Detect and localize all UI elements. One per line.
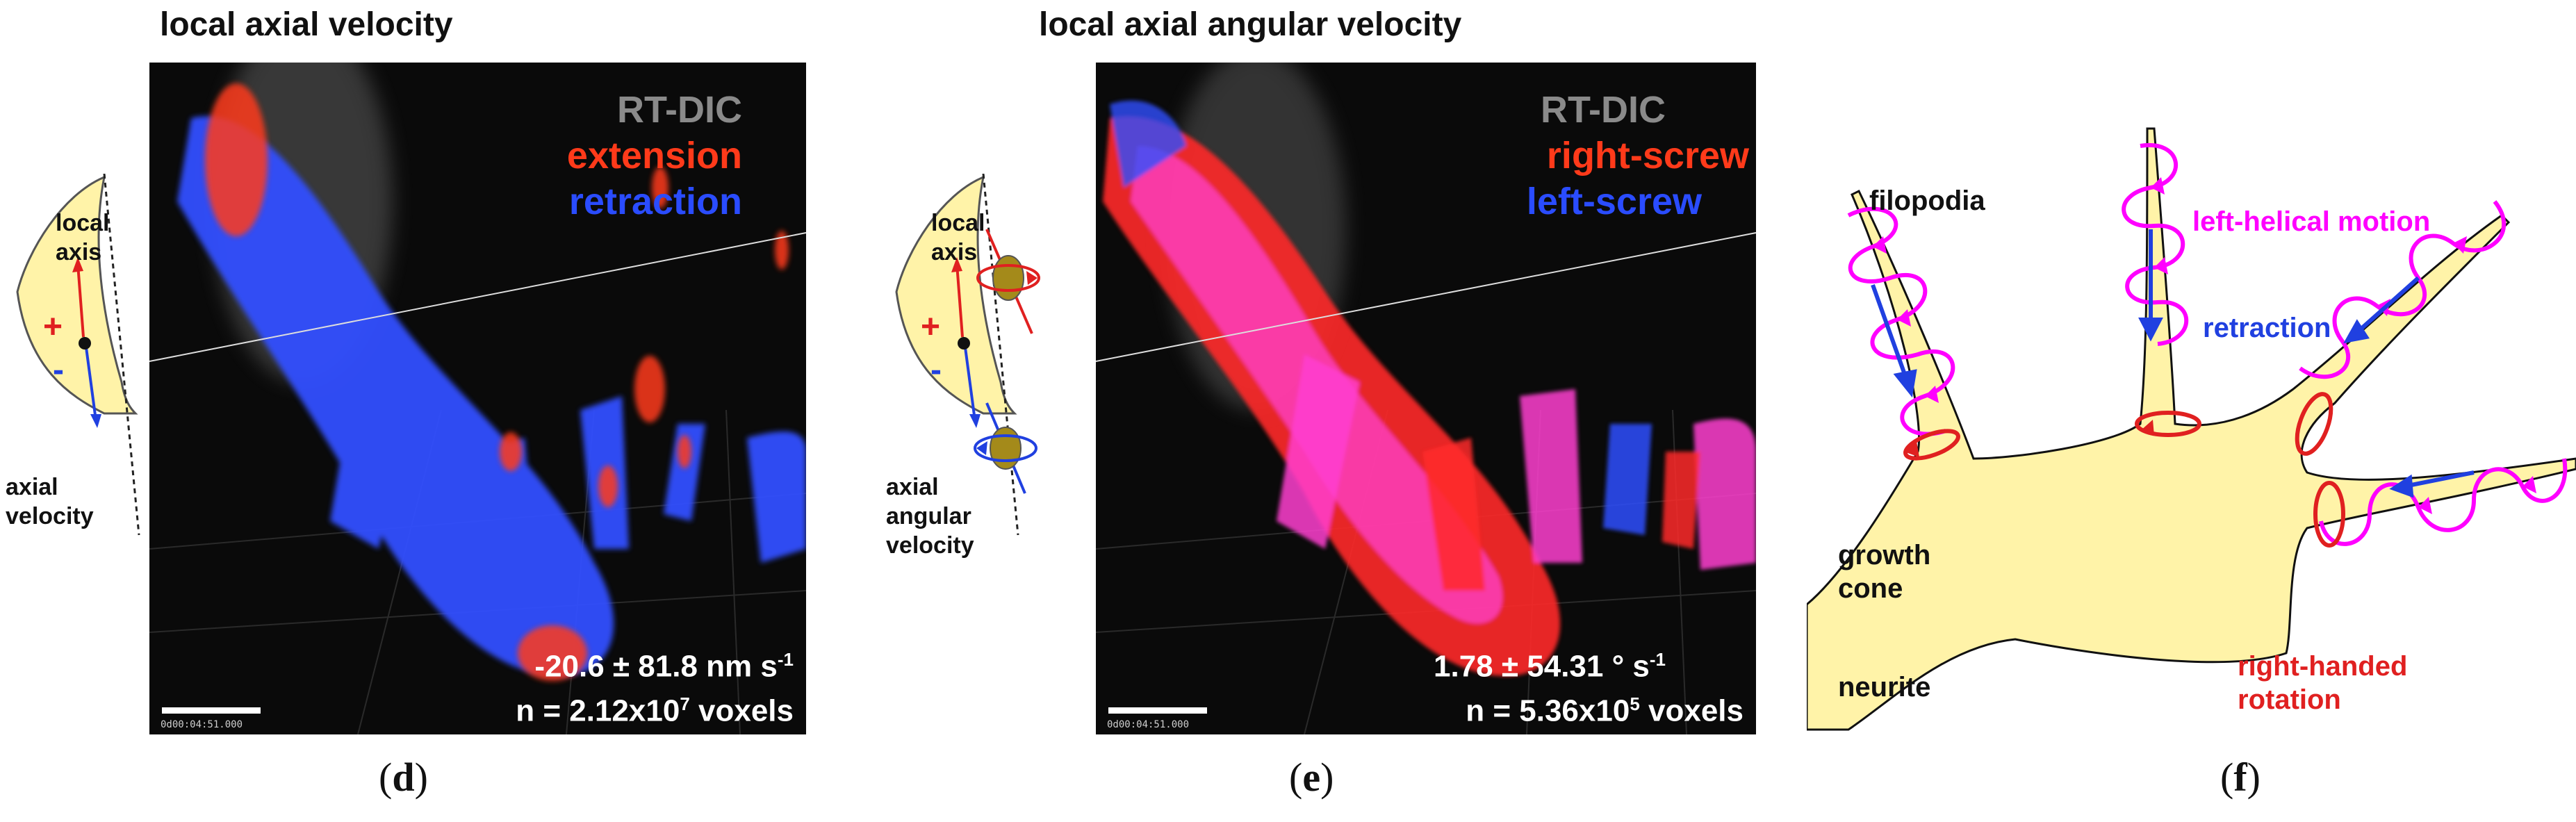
filopodium-diagram-e [895,173,1040,536]
stat-n-e: n = 5.36x105 voxels [1466,693,1744,728]
growth-cone-label: growth cone [1838,540,1931,604]
timestamp-e: 0d00:04:51.000 [1107,719,1190,730]
retraction-label-f: retraction [2203,313,2331,343]
plus-sign-e: + [921,309,941,345]
legend-left-screw: left-screw [1526,181,1702,222]
micrograph-d: RT-DIC extension retraction -20.6 ± 81.8… [149,63,806,734]
panel-label-e: (e) [1289,755,1334,800]
minus-sign-d: - [53,352,64,388]
scale-bar-e [1108,707,1207,714]
legend-right-screw: right-screw [1546,135,1749,176]
local-axis-label-e: local axis [931,210,985,265]
axial-angular-velocity-label: axial angular velocity [886,474,974,559]
panel-label-d: (d) [379,755,428,800]
panel-f-diagram [1805,125,2576,750]
right-handed-rotation-label: right-handed rotation [2238,651,2408,715]
axial-velocity-label-d: axial velocity [6,474,94,529]
neurite-label: neurite [1838,672,1931,702]
timestamp-d: 0d00:04:51.000 [161,719,243,730]
filopodia-label: filopodia [1869,186,1985,216]
plus-sign-d: + [43,309,63,345]
stat-mean-d: -20.6 ± 81.8 nm s-1 [534,649,794,684]
legend-rtdic-e: RT-DIC [1541,89,1666,131]
panel-e-schematic: local axis + - axial angular velocity [844,173,1046,591]
minus-sign-e: - [930,352,942,388]
legend-rtdic-d: RT-DIC [617,89,742,131]
legend-extension: extension [566,135,742,176]
panel-d-title: local axial velocity [160,6,453,43]
micrograph-e: RT-DIC right-screw left-screw 1.78 ± 54.… [1096,63,1756,734]
legend-retraction: retraction [568,181,742,222]
panel-label-f: (f) [2220,755,2261,800]
panel-d-schematic: local axis + - axial velocity [0,173,153,563]
filopodium-diagram-d [16,173,140,536]
panel-e-title: local axial angular velocity [1039,6,1462,43]
scale-bar-d [162,707,261,714]
local-axis-label-d: local axis [56,210,110,265]
stat-mean-e: 1.78 ± 54.31 ° s-1 [1434,649,1666,684]
growth-cone-diagram [1805,127,2576,731]
left-helical-motion-label: left-helical motion [2192,206,2431,237]
stat-n-d: n = 2.12x107 voxels [516,693,794,728]
